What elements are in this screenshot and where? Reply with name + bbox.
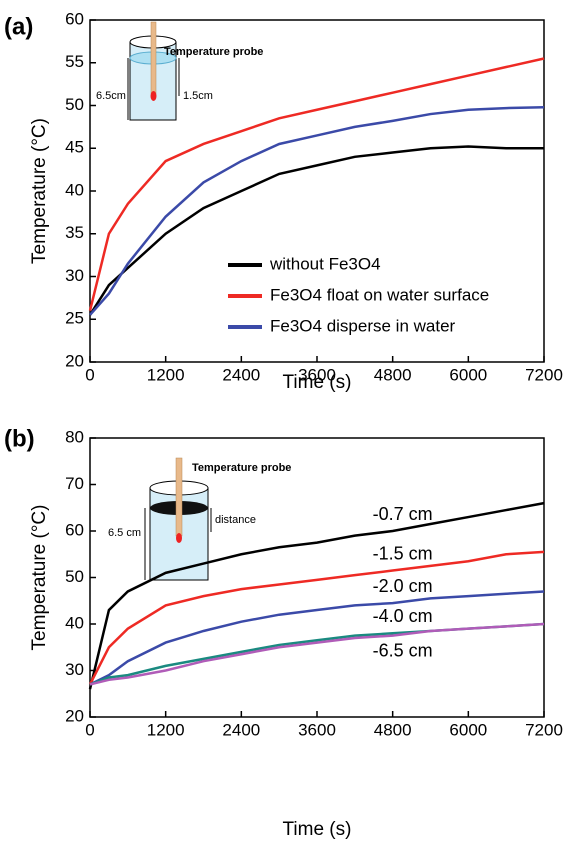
inset-label: distance bbox=[215, 514, 256, 526]
inset-label: 6.5 cm bbox=[108, 527, 141, 539]
y-tick-label: 60 bbox=[65, 520, 84, 539]
y-tick-label: 55 bbox=[65, 52, 84, 71]
series-line bbox=[89, 105, 545, 316]
y-tick-label: 30 bbox=[65, 660, 84, 679]
inset-label: Temperature probe bbox=[164, 46, 263, 58]
y-tick-label: 40 bbox=[65, 180, 84, 199]
x-tick-label: 1200 bbox=[147, 720, 185, 739]
probe bbox=[175, 457, 183, 537]
series-line bbox=[89, 622, 545, 686]
y-tick-label: 20 bbox=[65, 351, 84, 370]
probe-tip bbox=[176, 533, 182, 543]
x-tick-label: 3600 bbox=[298, 720, 336, 739]
series-line bbox=[88, 57, 545, 311]
series-line bbox=[88, 550, 545, 686]
y-tick-label: 30 bbox=[65, 266, 84, 285]
series-label: -0.7 cm bbox=[373, 504, 433, 524]
x-tick-label: 0 bbox=[85, 720, 94, 739]
panel-label: (a) bbox=[4, 13, 33, 40]
x-tick-label: 6000 bbox=[449, 720, 487, 739]
x-tick-label: 2400 bbox=[222, 720, 260, 739]
x-axis-label: Time (s) bbox=[283, 819, 352, 840]
probe-tip bbox=[150, 91, 157, 101]
legend-label: Fe3O4 disperse in water bbox=[270, 316, 456, 335]
series-line bbox=[88, 145, 544, 316]
x-tick-label: 1200 bbox=[147, 365, 185, 384]
series-line bbox=[89, 622, 545, 686]
y-tick-label: 60 bbox=[65, 9, 84, 28]
y-tick-label: 20 bbox=[65, 706, 84, 725]
inset-label: 6.5cm bbox=[96, 90, 126, 102]
x-tick-label: 6000 bbox=[449, 365, 487, 384]
x-tick-label: 7200 bbox=[525, 720, 563, 739]
inset-label: Temperature probe bbox=[192, 462, 291, 474]
y-axis-label: Temperature (°C) bbox=[29, 505, 50, 651]
series-line bbox=[89, 590, 545, 686]
y-tick-label: 45 bbox=[65, 138, 84, 157]
y-tick-label: 35 bbox=[65, 223, 84, 242]
y-tick-label: 25 bbox=[65, 309, 84, 328]
x-tick-label: 2400 bbox=[222, 365, 260, 384]
inset-a bbox=[127, 21, 180, 121]
x-tick-label: 3600 bbox=[298, 365, 336, 384]
y-tick-label: 50 bbox=[65, 567, 84, 586]
legend-label: without Fe3O4 bbox=[269, 254, 381, 273]
series-label: -6.5 cm bbox=[373, 640, 433, 660]
x-tick-label: 7200 bbox=[525, 365, 563, 384]
y-tick-label: 70 bbox=[65, 474, 84, 493]
y-tick-label: 50 bbox=[65, 95, 84, 114]
x-tick-label: 0 bbox=[85, 365, 94, 384]
y-tick-label: 40 bbox=[65, 613, 84, 632]
series-label: -2.0 cm bbox=[373, 576, 433, 596]
probe bbox=[150, 21, 157, 95]
panel-label: (b) bbox=[4, 425, 35, 452]
legend-label: Fe3O4 float on water surface bbox=[270, 285, 489, 304]
series-label: -4.0 cm bbox=[373, 606, 433, 626]
series-line bbox=[88, 501, 545, 690]
inset-label: 1.5cm bbox=[183, 90, 213, 102]
inset-b bbox=[144, 457, 212, 581]
x-tick-label: 4800 bbox=[374, 365, 412, 384]
x-tick-label: 4800 bbox=[374, 720, 412, 739]
y-axis-label: Temperature (°C) bbox=[29, 118, 50, 264]
series-label: -1.5 cm bbox=[373, 543, 433, 563]
x-axis-label: Time (s) bbox=[283, 372, 352, 393]
y-tick-label: 80 bbox=[65, 427, 84, 446]
